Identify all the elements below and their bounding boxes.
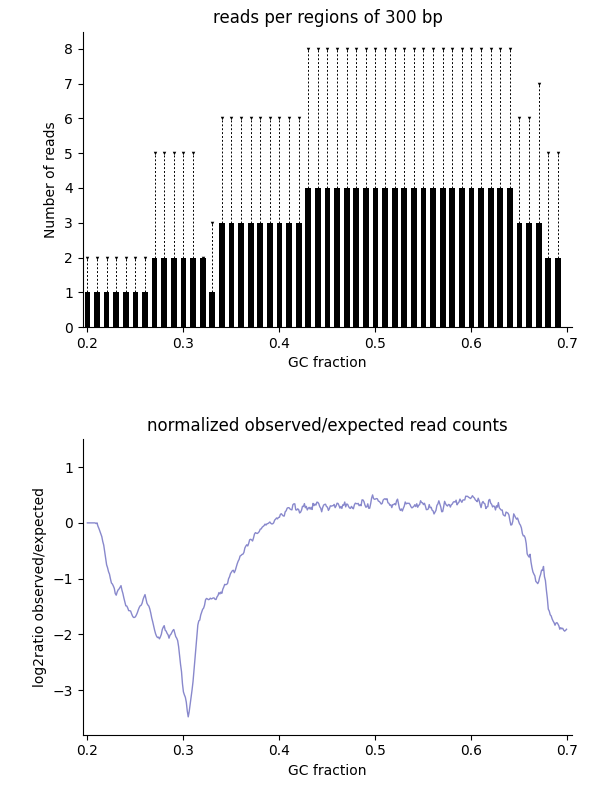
Bar — [353, 188, 359, 327]
Bar — [372, 188, 378, 327]
Bar — [421, 188, 427, 327]
Bar — [536, 223, 542, 327]
Bar — [430, 188, 436, 327]
X-axis label: GC fraction: GC fraction — [288, 356, 367, 371]
Y-axis label: Number of reads: Number of reads — [44, 121, 58, 238]
Bar — [315, 188, 321, 327]
Bar — [257, 223, 263, 327]
Bar — [219, 223, 225, 327]
Bar — [104, 292, 110, 327]
Bar — [296, 223, 301, 327]
Bar — [450, 188, 455, 327]
Bar — [277, 223, 283, 327]
Bar — [306, 188, 311, 327]
Bar — [459, 188, 465, 327]
Bar — [238, 223, 244, 327]
Bar — [334, 188, 340, 327]
Bar — [84, 292, 90, 327]
Bar — [401, 188, 407, 327]
Bar — [344, 188, 349, 327]
Bar — [468, 188, 474, 327]
Bar — [363, 188, 369, 327]
Bar — [517, 223, 522, 327]
X-axis label: GC fraction: GC fraction — [288, 764, 367, 778]
Title: normalized observed/expected read counts: normalized observed/expected read counts — [147, 417, 508, 435]
Bar — [181, 258, 186, 327]
Bar — [123, 292, 129, 327]
Bar — [248, 223, 254, 327]
Bar — [152, 258, 158, 327]
Bar — [440, 188, 445, 327]
Bar — [228, 223, 234, 327]
Bar — [133, 292, 138, 327]
Bar — [488, 188, 494, 327]
Bar — [190, 258, 196, 327]
Bar — [382, 188, 388, 327]
Bar — [161, 258, 167, 327]
Bar — [555, 258, 560, 327]
Bar — [113, 292, 119, 327]
Bar — [324, 188, 330, 327]
Bar — [142, 292, 148, 327]
Y-axis label: log2ratio observed/expected: log2ratio observed/expected — [33, 487, 47, 687]
Bar — [200, 258, 205, 327]
Bar — [392, 188, 398, 327]
Bar — [267, 223, 273, 327]
Bar — [507, 188, 513, 327]
Bar — [171, 258, 176, 327]
Bar — [94, 292, 100, 327]
Bar — [497, 188, 503, 327]
Bar — [478, 188, 484, 327]
Bar — [545, 258, 551, 327]
Bar — [209, 292, 215, 327]
Bar — [411, 188, 417, 327]
Bar — [286, 223, 292, 327]
Bar — [526, 223, 532, 327]
Title: reads per regions of 300 bp: reads per regions of 300 bp — [212, 9, 442, 28]
